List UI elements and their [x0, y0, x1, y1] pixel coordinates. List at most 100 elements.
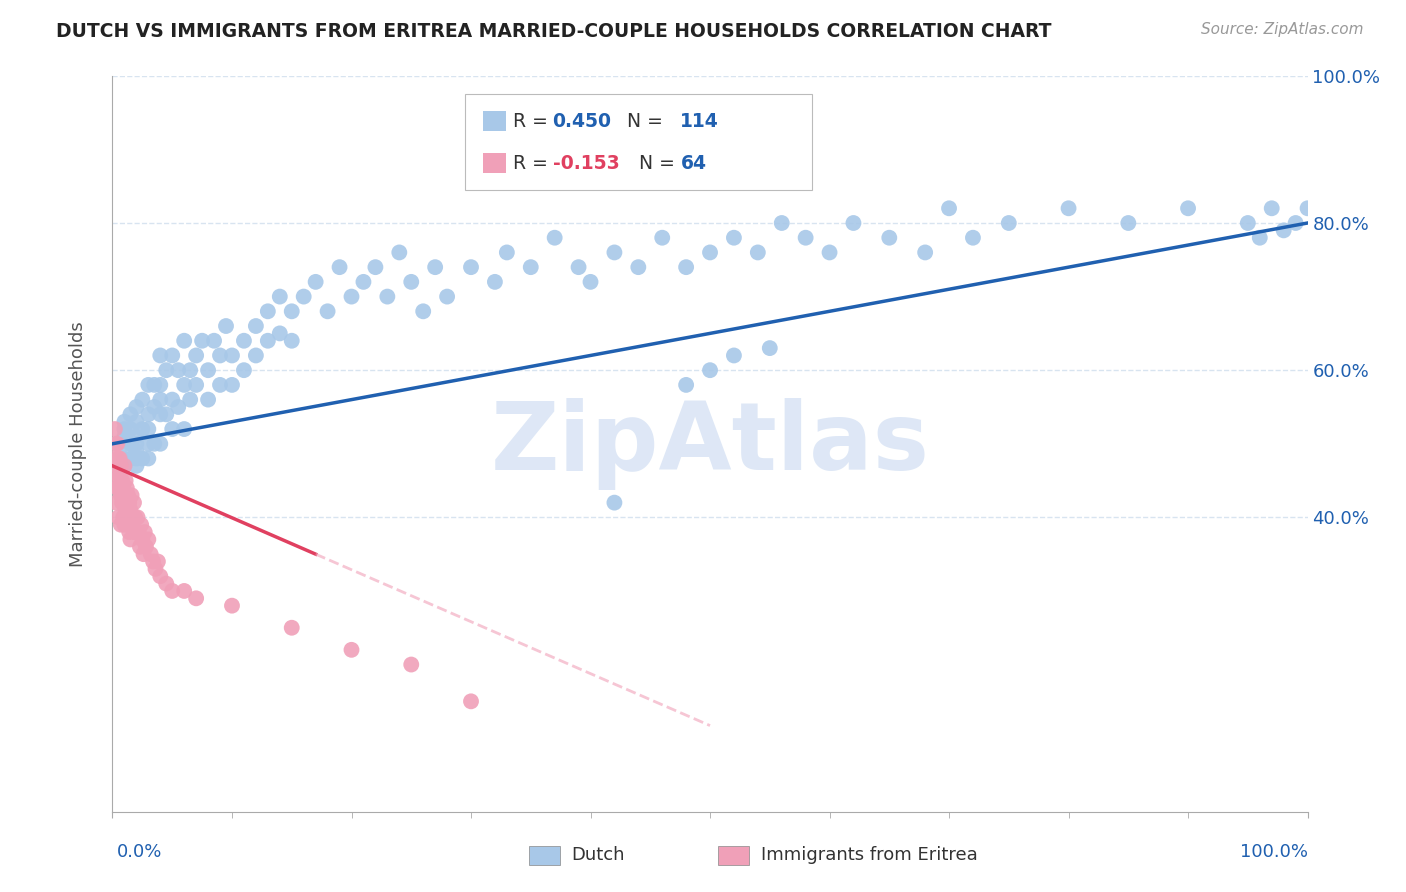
Point [257, 334, 280, 348]
Point [149, 392, 172, 407]
Point [138, 422, 160, 436]
Point [122, 496, 145, 510]
Point [1285, 216, 1308, 230]
Point [155, 576, 177, 591]
Point [914, 245, 936, 260]
Point [520, 260, 543, 275]
Point [120, 422, 142, 436]
Point [105, 436, 128, 450]
Point [794, 230, 817, 244]
Point [962, 230, 984, 244]
Point [162, 584, 183, 599]
Point [197, 363, 219, 377]
Point [110, 458, 132, 473]
Point [114, 458, 135, 473]
Text: N =: N = [627, 153, 681, 172]
Point [142, 554, 165, 569]
Point [112, 510, 135, 524]
Y-axis label: Married-couple Households: Married-couple Households [69, 321, 87, 566]
FancyBboxPatch shape [484, 153, 506, 173]
Point [603, 496, 626, 510]
Point [125, 444, 148, 458]
Point [129, 517, 152, 532]
Point [138, 451, 160, 466]
Point [125, 451, 148, 466]
Point [143, 400, 166, 414]
Point [197, 392, 219, 407]
Text: Immigrants from Eritrea: Immigrants from Eritrea [761, 847, 977, 864]
Point [129, 540, 152, 554]
Point [818, 245, 841, 260]
Point [107, 451, 129, 466]
Point [125, 400, 148, 414]
Point [167, 363, 190, 377]
Text: N =: N = [614, 112, 668, 130]
Point [145, 562, 167, 576]
Point [191, 334, 214, 348]
Point [162, 392, 183, 407]
Point [364, 260, 387, 275]
Point [138, 533, 160, 547]
Point [377, 289, 399, 303]
Point [132, 547, 155, 561]
Point [316, 304, 339, 318]
Text: R =: R = [513, 153, 554, 172]
Point [675, 378, 697, 392]
Point [579, 275, 602, 289]
Point [245, 348, 267, 362]
Point [221, 348, 243, 362]
Point [139, 547, 162, 561]
Point [117, 517, 139, 532]
Point [127, 510, 149, 524]
Point [269, 326, 291, 341]
Text: DUTCH VS IMMIGRANTS FROM ERITREA MARRIED-COUPLE HOUSEHOLDS CORRELATION CHART: DUTCH VS IMMIGRANTS FROM ERITREA MARRIED… [56, 22, 1052, 41]
Point [114, 429, 135, 443]
Point [340, 642, 363, 657]
Point [125, 436, 148, 450]
Point [651, 230, 673, 244]
Point [120, 451, 142, 466]
Point [1237, 216, 1260, 230]
Point [114, 488, 135, 502]
Point [1296, 202, 1319, 216]
Point [115, 510, 138, 524]
Point [938, 202, 960, 216]
Point [281, 334, 304, 348]
Point [149, 407, 172, 421]
Point [1261, 202, 1284, 216]
Point [114, 474, 136, 488]
Point [111, 496, 134, 510]
Point [162, 422, 183, 436]
Point [114, 503, 136, 517]
Point [105, 436, 128, 450]
Point [108, 481, 131, 495]
Point [121, 488, 143, 502]
Point [603, 245, 626, 260]
Point [120, 436, 142, 450]
Point [112, 481, 135, 495]
Point [186, 348, 208, 362]
Point [143, 378, 166, 392]
Point [233, 363, 256, 377]
Point [167, 400, 190, 414]
Text: Source: ZipAtlas.com: Source: ZipAtlas.com [1201, 22, 1364, 37]
Point [111, 474, 134, 488]
Point [107, 510, 129, 524]
Point [842, 216, 865, 230]
Point [118, 496, 141, 510]
Point [149, 378, 172, 392]
Point [122, 524, 145, 539]
Point [460, 260, 482, 275]
Point [149, 348, 172, 362]
Point [138, 378, 160, 392]
Point [209, 378, 232, 392]
Point [998, 216, 1021, 230]
Text: 0.450: 0.450 [553, 112, 612, 130]
Point [179, 392, 201, 407]
Point [125, 415, 148, 429]
Point [269, 289, 291, 303]
Point [131, 422, 153, 436]
Text: 100.0%: 100.0% [1240, 843, 1308, 861]
Point [149, 569, 172, 583]
FancyBboxPatch shape [465, 95, 811, 190]
